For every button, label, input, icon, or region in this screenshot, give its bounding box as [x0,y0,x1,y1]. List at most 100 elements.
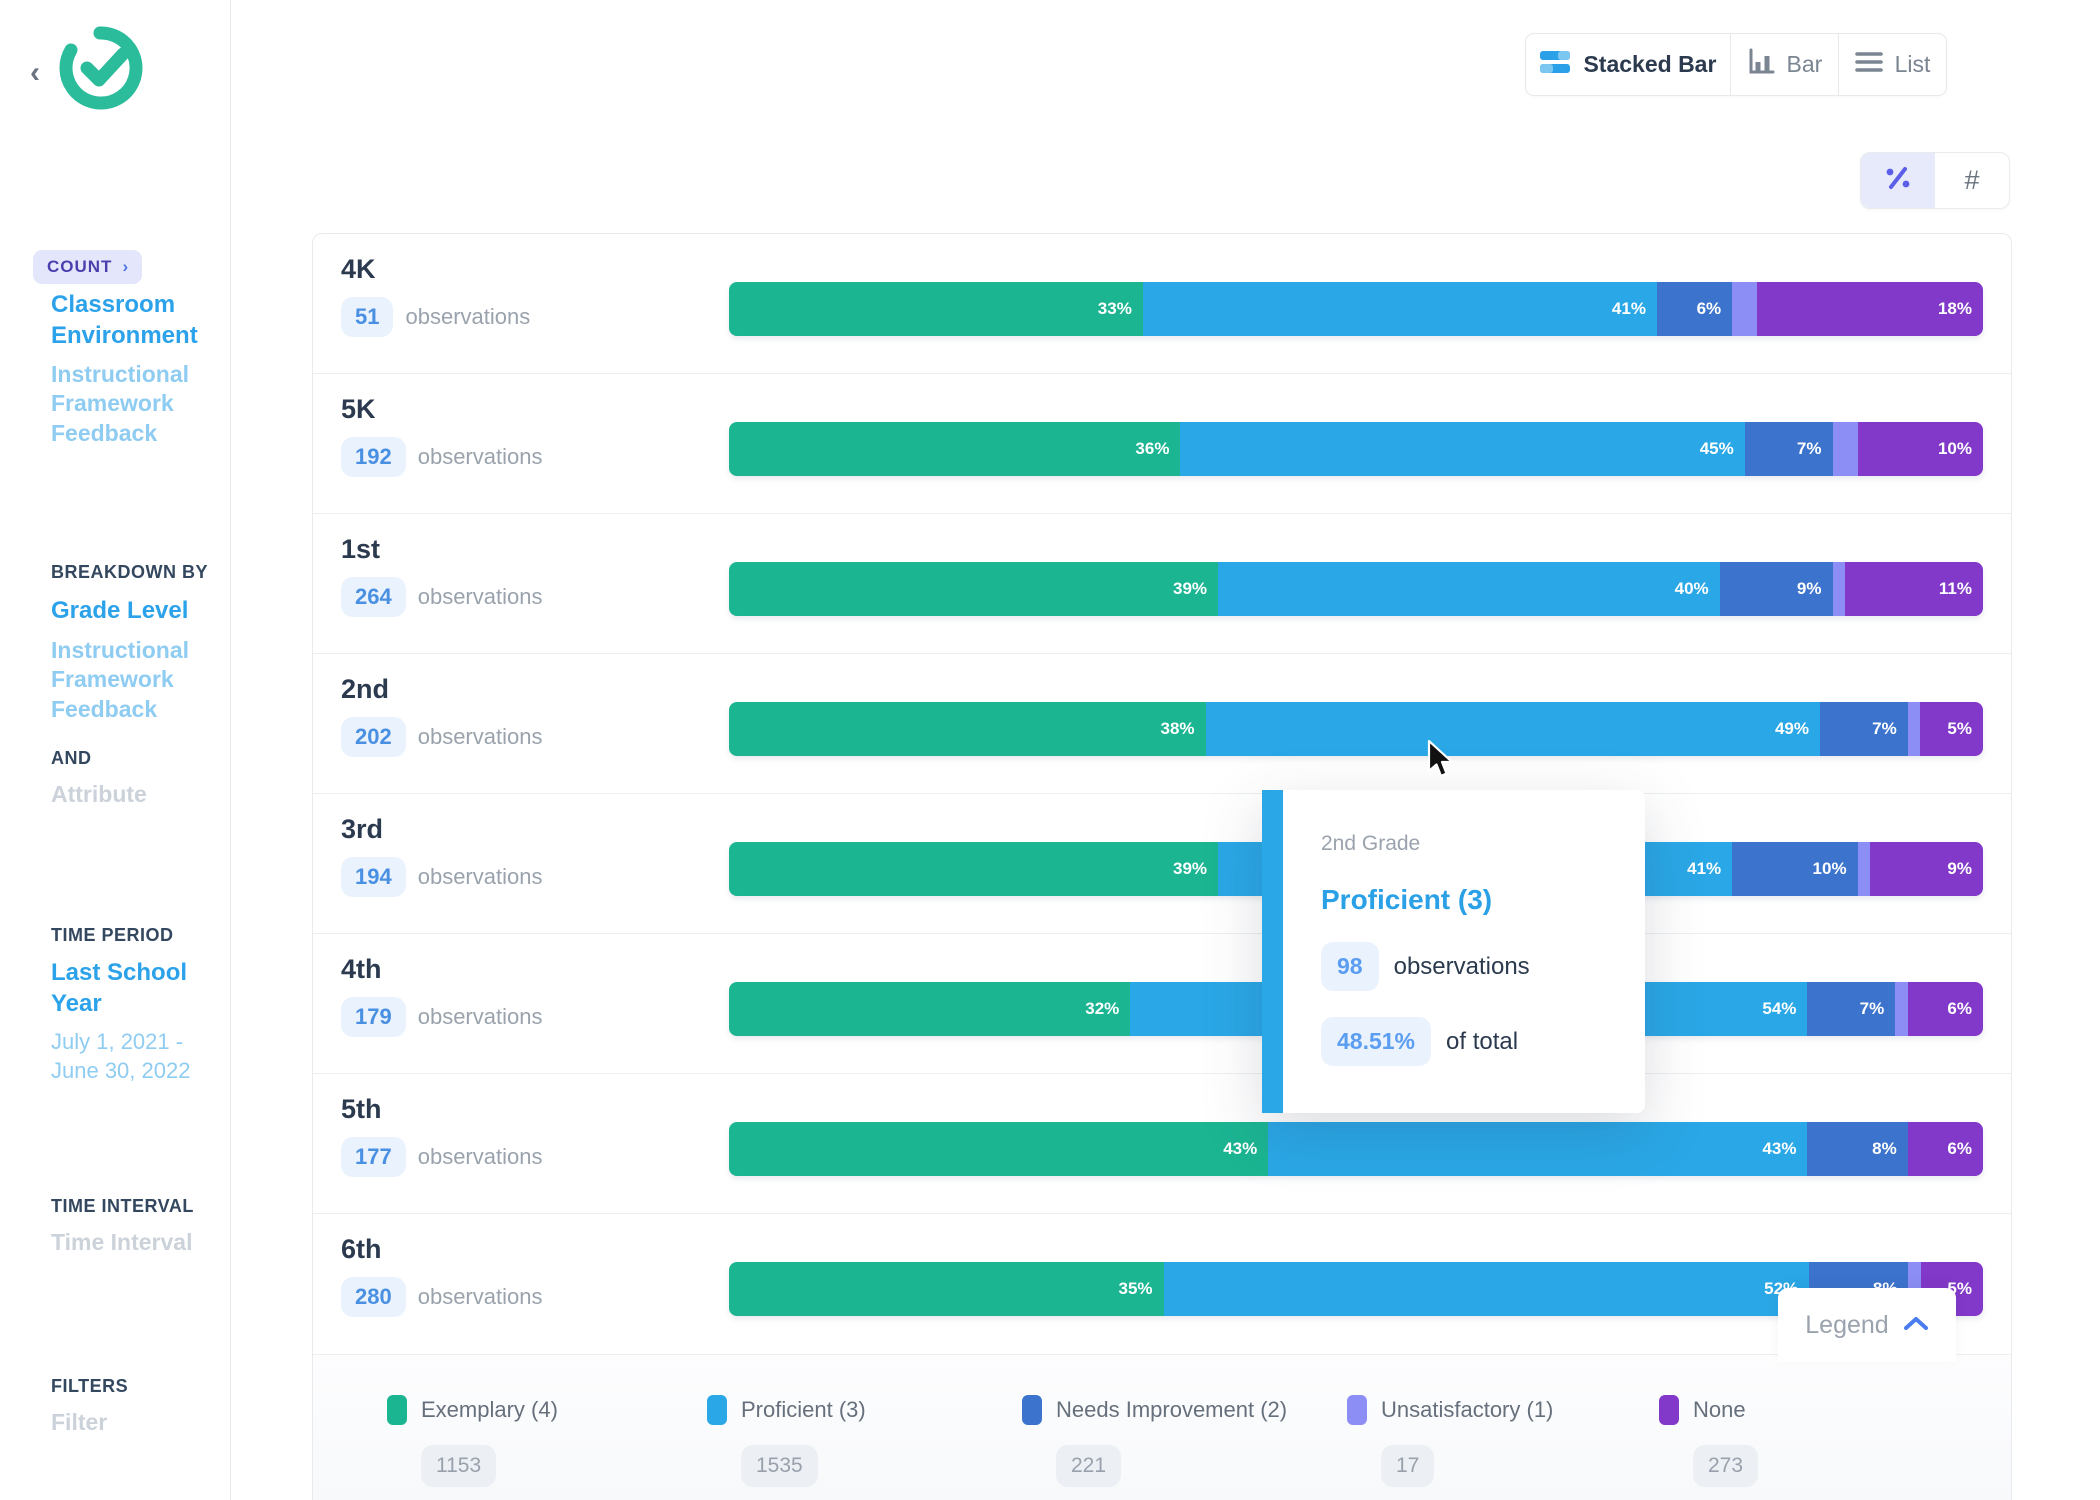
count-badge[interactable]: COUNT › [33,250,143,284]
grade-label: 5th [341,1094,382,1124]
measure-instructional-framework-feedback[interactable]: Instructional Framework Feedback [51,361,190,446]
filters-heading: FILTERS [51,1376,129,1396]
legend-count: 273 [1693,1445,1759,1487]
segment-percent-label: 6% [1696,299,1722,318]
bar-segment-none[interactable]: 6% [1907,982,1983,1036]
bar-segment-unsatisfactory-1[interactable] [1832,562,1846,616]
bar-segment-needs-improvement-2[interactable]: 7% [1744,422,1833,476]
tooltip-observation-count: 98 [1321,942,1379,991]
grade-label: 4th [341,954,382,984]
grade-label: 5K [341,394,376,424]
grade-label: 2nd [341,674,390,704]
legend-label: None [1693,1397,1746,1422]
list-icon [1854,50,1883,79]
observations-label: observations [405,304,531,329]
bar-segment-none[interactable]: 10% [1857,422,1983,476]
bar-segment-exemplary-4[interactable]: 39% [729,842,1219,896]
bar-segment-none[interactable]: 9% [1870,842,1983,896]
percent-toggle-button[interactable] [1861,153,1935,208]
bar-segment-proficient-3[interactable]: 41% [1142,282,1657,336]
bar-segment-proficient-3[interactable]: 49% [1205,702,1820,756]
legend-item[interactable]: None 273 [1659,1395,1759,1487]
segment-percent-label: 41% [1687,859,1722,878]
legend-label: Proficient (3) [741,1397,866,1422]
bar-segment-needs-improvement-2[interactable]: 9% [1719,562,1833,616]
segment-percent-label: 10% [1937,439,1972,458]
grade-row: 4K 51 observations 33% 41% 6% 18% [313,234,2011,374]
segment-percent-label: 54% [1762,999,1797,1018]
bar-segment-proficient-3[interactable]: 43% [1268,1122,1808,1176]
legend-label: Needs Improvement (2) [1056,1397,1288,1422]
bar-segment-exemplary-4[interactable]: 32% [729,982,1131,1036]
bar-segment-none[interactable]: 18% [1757,282,1983,336]
grade-row: 2nd 202 observations 38% 49% 7% 5% [313,654,2011,794]
legend-item[interactable]: Proficient (3) 1535 [707,1395,866,1487]
segment-percent-label: 45% [1699,439,1734,458]
view-list-button[interactable]: List [1837,34,1946,95]
view-stacked-bar-button[interactable]: Stacked Bar [1526,34,1730,95]
breakdown-by-heading: BREAKDOWN BY [51,562,208,582]
time-interval-selector[interactable]: Time Interval [51,1229,193,1255]
bar-segment-unsatisfactory-1[interactable] [1895,982,1908,1036]
legend-label: Unsatisfactory (1) [1381,1397,1554,1422]
segment-percent-label: 36% [1135,439,1170,458]
breakdown-instructional-framework-feedback[interactable]: Instructional Framework Feedback [51,637,190,722]
bar-segment-needs-improvement-2[interactable]: 7% [1819,702,1908,756]
segment-percent-label: 7% [1859,999,1885,1018]
view-list-label: List [1894,51,1931,77]
app-logo-icon [55,22,147,119]
breakdown-grade-level[interactable]: Grade Level [51,597,189,624]
measure-classroom-environment[interactable]: Classroom Environment [51,291,198,349]
grade-label: 3rd [341,814,384,844]
bar-segment-exemplary-4[interactable]: 38% [729,702,1206,756]
segment-percent-label: 11% [1938,579,1972,598]
attribute-selector[interactable]: Attribute [51,781,147,807]
bar-segment-exemplary-4[interactable]: 33% [729,282,1143,336]
collapse-sidebar-icon[interactable]: ‹ [30,56,40,89]
legend-item[interactable]: Exemplary (4) 1153 [387,1395,558,1487]
bar-segment-none[interactable]: 5% [1920,702,1983,756]
segment-percent-label: 5% [1947,719,1972,738]
legend-count: 17 [1381,1445,1435,1487]
bar-segment-unsatisfactory-1[interactable] [1857,842,1871,896]
view-stacked-bar-label: Stacked Bar [1583,51,1717,77]
observation-count-badge: 177 [341,1137,406,1177]
bar-segment-needs-improvement-2[interactable]: 8% [1807,1122,1908,1176]
bar-segment-exemplary-4[interactable]: 43% [729,1122,1269,1176]
bar-segment-exemplary-4[interactable]: 36% [729,422,1181,476]
legend-item[interactable]: Needs Improvement (2) 221 [1022,1395,1287,1487]
grade-rows: 4K 51 observations 33% 41% 6% 18% 5K 192 ob… [313,234,2011,1354]
bar-segment-none[interactable]: 11% [1845,562,1983,616]
bar-segment-proficient-3[interactable]: 40% [1218,562,1720,616]
percent-icon [1883,163,1913,198]
bar-segment-needs-improvement-2[interactable]: 7% [1807,982,1896,1036]
tooltip-grade: 2nd Grade [1321,832,1421,855]
bar-segment-unsatisfactory-1[interactable] [1832,422,1858,476]
legend-swatch-icon [387,1395,407,1425]
segment-percent-label: 35% [1118,1279,1153,1298]
bar-segment-needs-improvement-2[interactable]: 6% [1656,282,1733,336]
bar-segment-unsatisfactory-1[interactable] [1732,282,1758,336]
segment-percent-label: 9% [1796,579,1822,598]
chevron-up-icon [1903,1315,1929,1336]
view-bar-button[interactable]: Bar [1729,34,1838,95]
legend-item[interactable]: Unsatisfactory (1) 17 [1347,1395,1553,1487]
segment-percent-label: 7% [1796,439,1822,458]
bar-segment-exemplary-4[interactable]: 35% [729,1262,1164,1316]
grade-row: 4th 179 observations 32% 54% 7% 6% [313,934,2011,1074]
and-label: AND [51,748,92,768]
bar-segment-none[interactable]: 6% [1907,1122,1983,1176]
segment-percent-label: 39% [1173,859,1208,878]
legend-collapse-button[interactable]: Legend [1778,1288,1956,1362]
bar-segment-proficient-3[interactable]: 45% [1180,422,1745,476]
bar-segment-proficient-3[interactable]: 52% [1163,1262,1810,1316]
legend-count: 1535 [741,1445,818,1487]
bar-segment-needs-improvement-2[interactable]: 10% [1732,842,1858,896]
time-period-selected[interactable]: Last School Year [51,959,188,1017]
bar-segment-unsatisfactory-1[interactable] [1907,702,1921,756]
observation-count-badge: 202 [341,717,406,757]
bar-segment-exemplary-4[interactable]: 39% [729,562,1219,616]
filter-selector[interactable]: Filter [51,1409,108,1435]
count-toggle-button[interactable]: # [1935,153,2009,208]
hash-icon: # [1964,165,1980,195]
